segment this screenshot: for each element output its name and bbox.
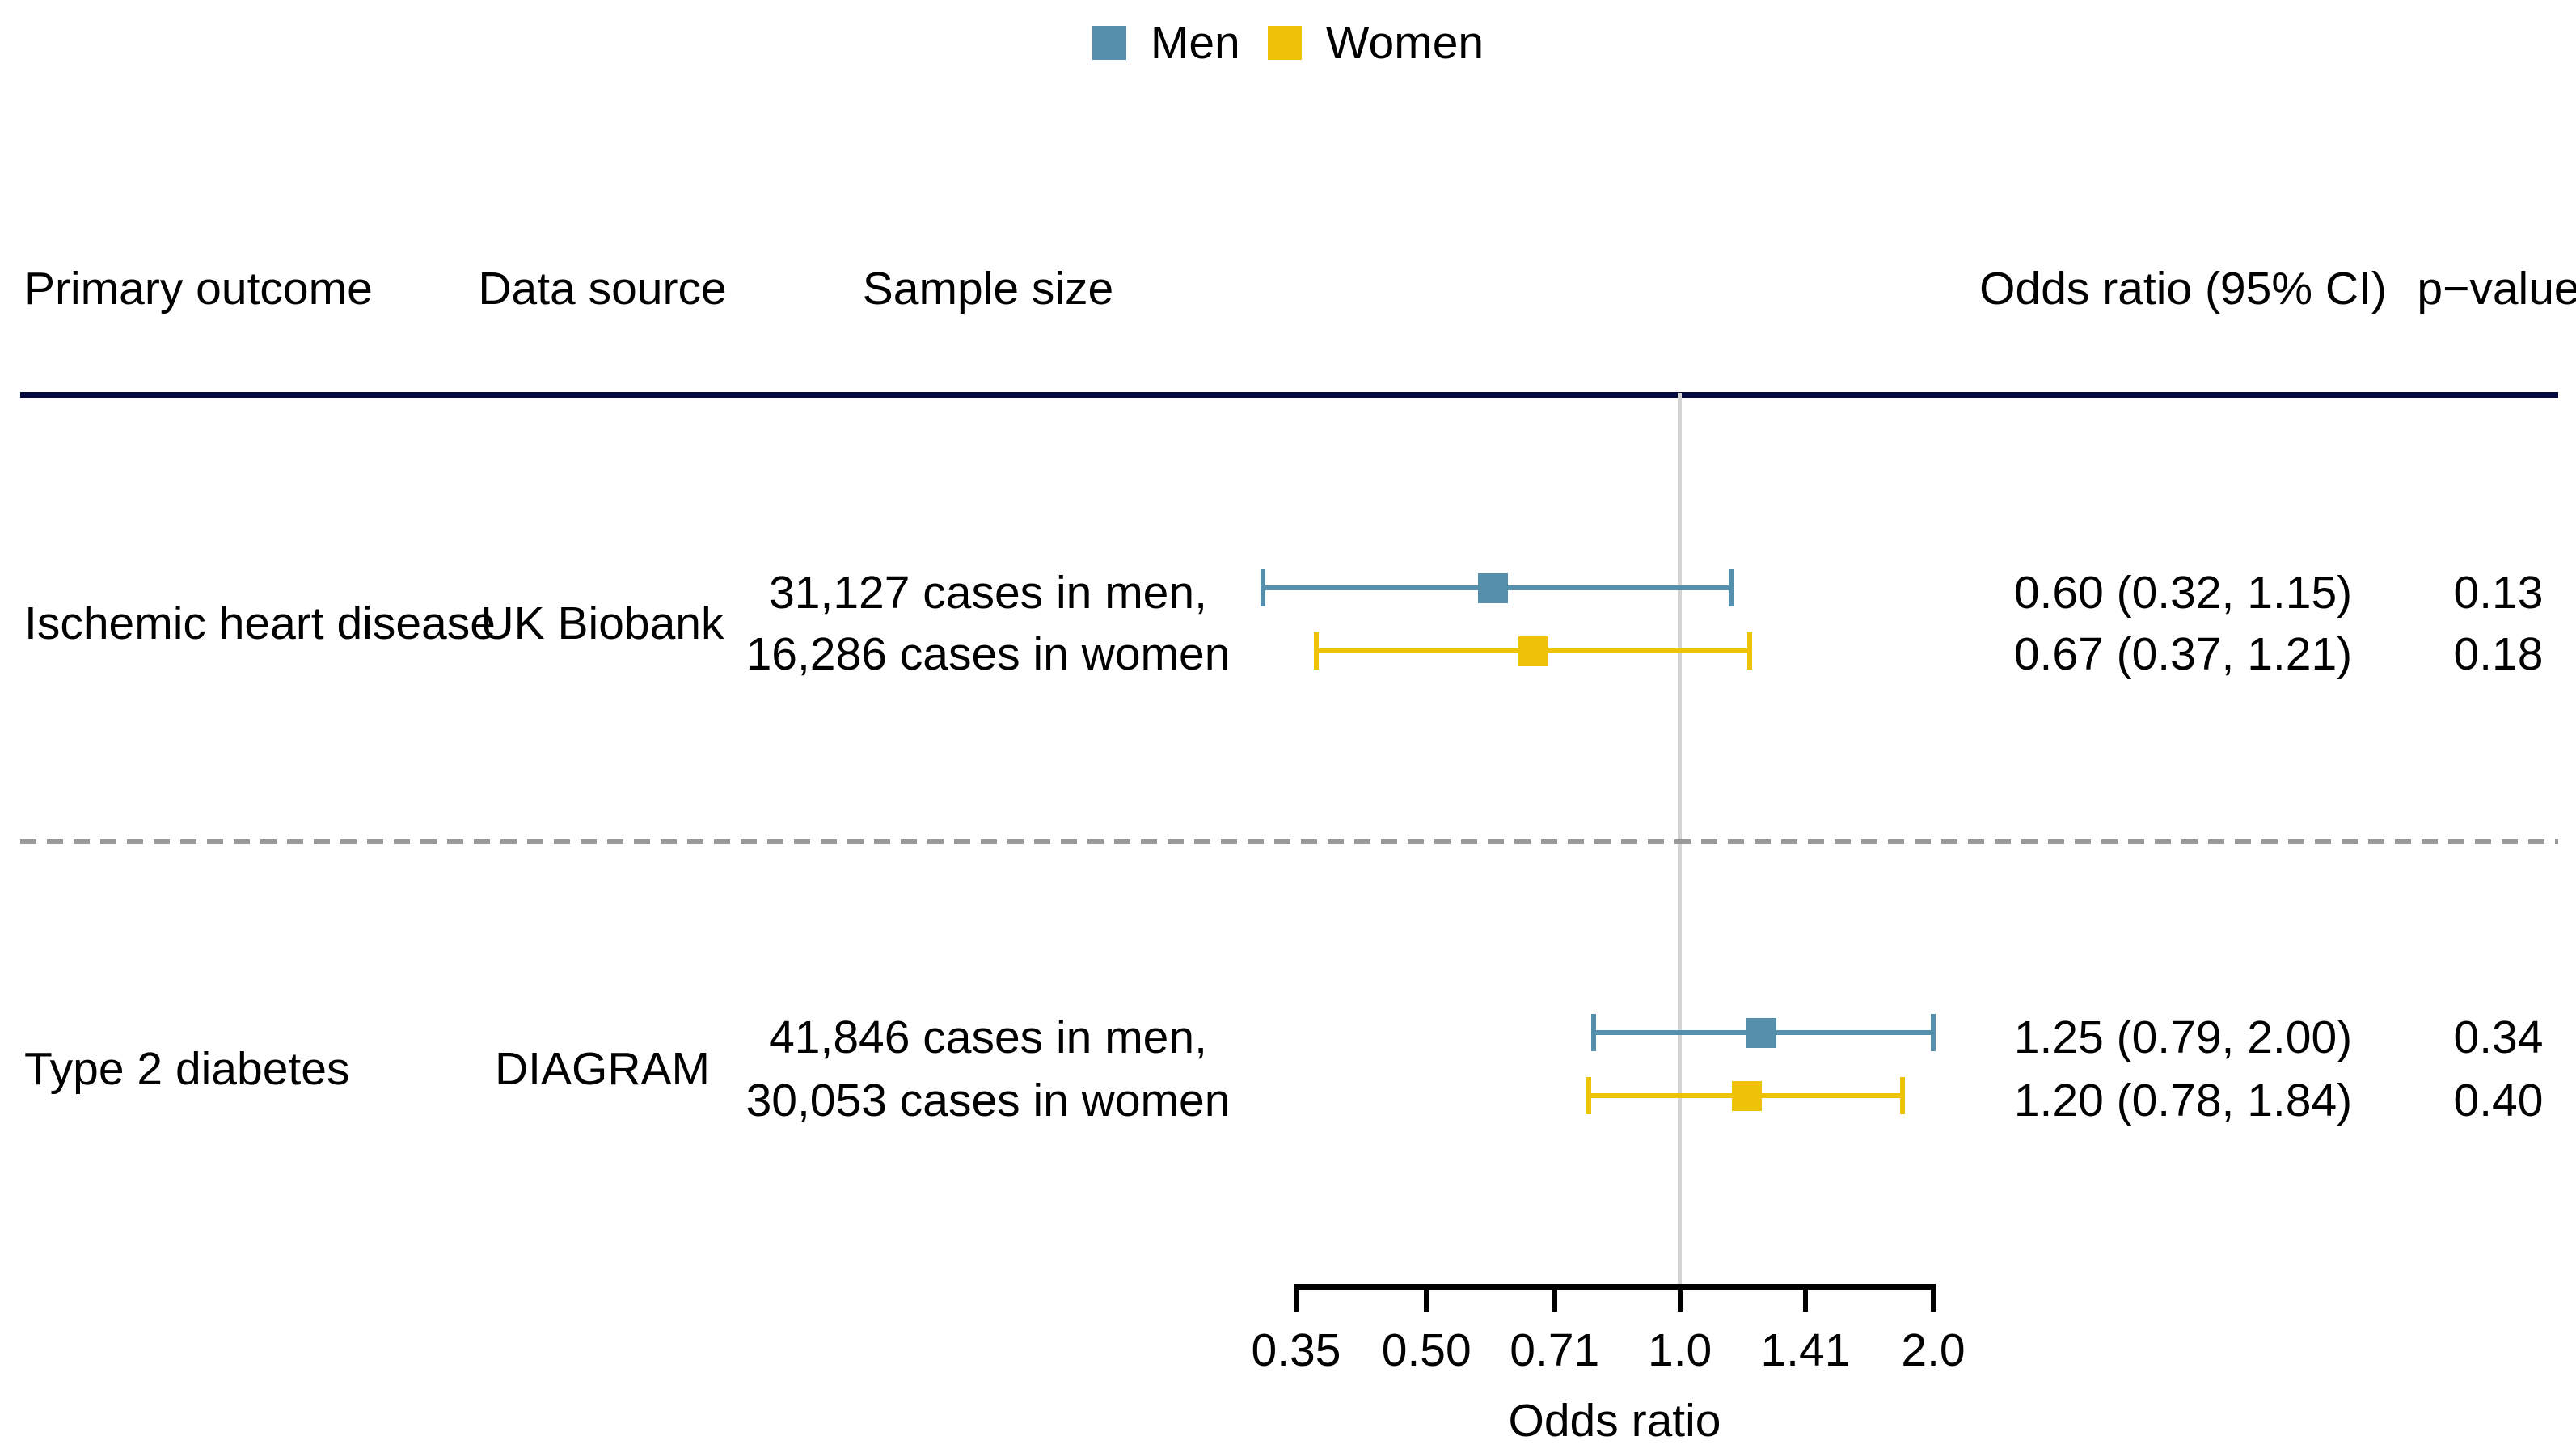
estimate-marker-men bbox=[1746, 1017, 1776, 1048]
p-value: 0.18 bbox=[2453, 628, 2544, 680]
x-axis-tick bbox=[1424, 1284, 1429, 1312]
header-data-source: Data source bbox=[478, 263, 727, 315]
reference-line-or-1 bbox=[1678, 393, 1682, 1284]
x-axis-tick bbox=[1552, 1284, 1557, 1312]
header-sample-size: Sample size bbox=[862, 263, 1114, 315]
ci-cap-right-men bbox=[1728, 569, 1734, 606]
men-swatch-icon bbox=[1092, 26, 1126, 60]
or-ci-value: 1.20 (0.78, 1.84) bbox=[2013, 1075, 2353, 1126]
sample-size-line: 31,127 cases in men, bbox=[769, 567, 1207, 619]
x-axis-tick-label: 0.71 bbox=[1510, 1324, 1600, 1376]
header-primary-outcome: Primary outcome bbox=[24, 263, 373, 315]
ci-cap-right-men bbox=[1931, 1014, 1936, 1051]
x-axis-tick-label: 1.0 bbox=[1648, 1324, 1712, 1376]
header-rule bbox=[20, 392, 2558, 398]
or-ci-value: 0.67 (0.37, 1.21) bbox=[2013, 628, 2353, 680]
ci-cap-left-men bbox=[1591, 1014, 1597, 1051]
p-value: 0.13 bbox=[2453, 567, 2544, 619]
x-axis-tick-label: 0.35 bbox=[1251, 1324, 1341, 1376]
legend-label-men: Men bbox=[1150, 17, 1240, 69]
x-axis-tick bbox=[1802, 1284, 1808, 1312]
legend-item-women: Women bbox=[1267, 16, 1484, 70]
outcome-label: Ischemic heart disease bbox=[24, 598, 496, 649]
header-p-value: p−value bbox=[2417, 263, 2576, 315]
sample-size-line: 16,286 cases in women bbox=[745, 628, 1231, 680]
p-value: 0.40 bbox=[2453, 1075, 2544, 1126]
or-ci-value: 1.25 (0.79, 2.00) bbox=[2013, 1012, 2353, 1063]
sample-size-line: 41,846 cases in men, bbox=[769, 1012, 1207, 1063]
ci-cap-left-women bbox=[1586, 1077, 1592, 1114]
x-axis-title: Odds ratio bbox=[1508, 1395, 1721, 1447]
ci-cap-right-women bbox=[1900, 1077, 1906, 1114]
ci-cap-left-women bbox=[1314, 632, 1320, 670]
legend: Men Women bbox=[0, 16, 2576, 70]
legend-item-men: Men bbox=[1092, 16, 1240, 70]
data-source-value: DIAGRAM bbox=[494, 1043, 711, 1095]
data-source-value: UK Biobank bbox=[480, 598, 724, 649]
x-axis-tick-label: 2.0 bbox=[1901, 1324, 1966, 1376]
outcome-label: Type 2 diabetes bbox=[24, 1043, 350, 1095]
header-odds-ratio: Odds ratio (95% CI) bbox=[1979, 263, 2387, 315]
ci-cap-right-women bbox=[1746, 632, 1752, 670]
x-axis-tick-label: 1.41 bbox=[1760, 1324, 1851, 1376]
x-axis-tick bbox=[1677, 1284, 1683, 1312]
estimate-marker-men bbox=[1478, 572, 1509, 603]
ci-cap-left-men bbox=[1261, 569, 1266, 606]
x-axis-tick-label: 0.50 bbox=[1381, 1324, 1472, 1376]
sample-size-line: 30,053 cases in women bbox=[745, 1075, 1231, 1126]
legend-label-women: Women bbox=[1325, 17, 1484, 69]
estimate-marker-women bbox=[1731, 1080, 1762, 1111]
p-value: 0.34 bbox=[2453, 1012, 2544, 1063]
x-axis-tick bbox=[1294, 1284, 1299, 1312]
or-ci-value: 0.60 (0.32, 1.15) bbox=[2013, 567, 2353, 619]
women-swatch-icon bbox=[1267, 26, 1302, 60]
x-axis-tick bbox=[1931, 1284, 1936, 1312]
section-separator-dashed bbox=[20, 839, 2558, 844]
estimate-marker-women bbox=[1518, 636, 1549, 666]
x-axis-line bbox=[1294, 1284, 1936, 1290]
